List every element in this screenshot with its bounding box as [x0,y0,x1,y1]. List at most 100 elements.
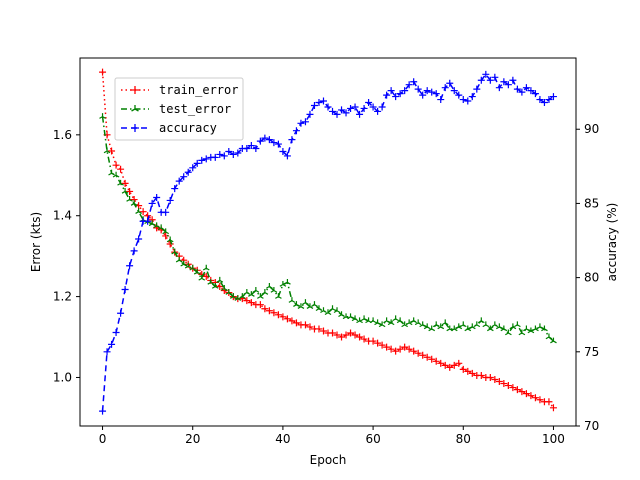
data-point-train_error [126,187,134,195]
data-point-accuracy [356,110,364,118]
data-point-test_error [126,196,133,202]
data-point-train_error [410,347,418,355]
data-point-accuracy [180,173,188,181]
data-point-test_error [284,278,291,285]
data-point-test_error [180,260,188,267]
legend-item-train_error: train_error [121,83,238,97]
data-point-test_error [455,323,463,330]
data-point-test_error [459,321,467,328]
data-point-test_error [103,147,111,154]
data-point-train_error [301,321,309,329]
data-point-test_error [496,323,503,330]
data-point-train_error [369,337,377,345]
data-point-accuracy [265,136,273,144]
data-point-accuracy [333,110,341,118]
data-point-test_error [450,325,458,332]
data-point-test_error [166,236,174,243]
data-point-test_error [523,325,530,332]
legend-item-test_error: test_error [121,102,231,116]
data-point-test_error [392,315,399,322]
data-point-accuracy [428,88,436,96]
data-point-accuracy [504,81,512,89]
data-point-test_error [112,171,120,178]
data-point-test_error [414,319,422,326]
data-point-test_error [275,293,282,299]
data-point-test_error [360,315,368,322]
data-point-test_error [473,321,481,328]
x-tick-label: 20 [185,432,200,446]
legend-marker [131,105,139,112]
data-point-accuracy [315,99,323,107]
data-point-train_error [446,363,454,371]
data-point-test_error [464,325,472,332]
data-point-train_error [405,345,413,353]
data-point-accuracy [103,348,111,356]
data-point-accuracy [509,76,517,84]
data-point-test_error [311,301,318,307]
y-axis-left: 1.0 1.2 1.4 1.6 [53,128,80,384]
data-point-test_error [117,179,124,186]
data-point-test_error [541,325,548,332]
data-point-accuracy [175,177,183,185]
data-point-accuracy [383,91,391,99]
data-point-test_error [135,208,142,214]
data-point-accuracy [144,217,152,225]
data-point-accuracy [99,407,107,415]
data-point-test_error [162,228,170,235]
data-point-train_error [135,202,143,210]
data-point-train_error [338,333,346,341]
data-point-accuracy [459,96,467,104]
data-point-train_error [441,361,449,369]
data-point-test_error [347,313,354,320]
data-point-train_error [437,359,445,367]
data-point-train_error [527,392,535,400]
data-point-train_error [545,398,553,406]
y-left-tick-label: 1.4 [53,209,72,223]
y-right-tick-label: 75 [584,345,599,359]
data-point-train_error [112,161,120,169]
data-point-accuracy [369,103,377,111]
x-axis-label: Epoch [310,453,347,467]
data-point-test_error [532,325,539,332]
data-point-accuracy [473,85,481,93]
data-point-accuracy [387,87,395,95]
data-point-accuracy [243,145,251,153]
legend: train_error test_error accuracy [114,77,244,141]
data-point-test_error [505,329,512,336]
data-point-test_error [315,305,323,311]
data-point-accuracy [540,99,548,107]
data-point-test_error [261,289,269,295]
data-point-accuracy [365,99,373,107]
data-point-test_error [405,319,413,326]
data-point-accuracy [441,84,449,92]
data-point-test_error [378,321,386,328]
y-left-tick-label: 1.2 [53,290,72,304]
data-point-test_error [514,321,521,328]
series-test_error [99,113,557,344]
data-point-train_error [342,331,350,339]
data-point-train_error [401,343,409,351]
data-point-accuracy [202,155,210,163]
data-point-accuracy [396,90,404,98]
data-point-accuracy [329,107,337,115]
data-point-test_error [545,333,553,340]
data-point-accuracy [189,164,197,172]
data-point-accuracy [531,90,539,98]
x-tick-label: 60 [365,432,380,446]
data-point-train_error [477,371,485,379]
data-point-train_error [247,299,255,307]
data-point-test_error [423,323,431,330]
data-point-train_error [419,351,427,359]
data-point-accuracy [401,87,409,95]
data-point-test_error [293,301,300,307]
data-point-test_error [130,200,138,206]
data-point-accuracy [486,76,494,84]
y-axis-right: 70 75 80 85 90 [576,122,599,433]
y-right-tick-label: 70 [584,419,599,433]
data-point-accuracy [419,91,427,99]
data-point-test_error [369,317,377,324]
data-point-train_error [319,327,327,335]
y-left-tick-label: 1.0 [53,370,72,384]
data-point-test_error [189,264,197,271]
